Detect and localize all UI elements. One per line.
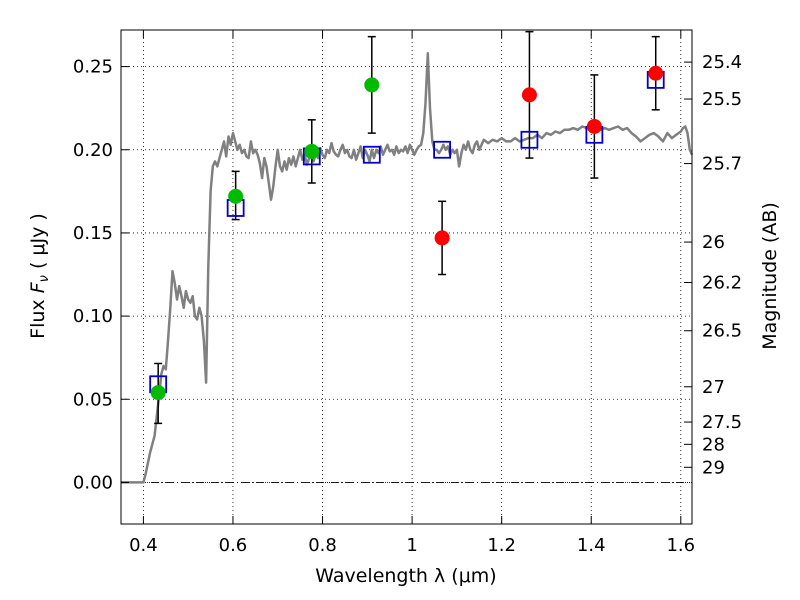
- right-tick-label: 25.7: [702, 154, 742, 175]
- plot-frame: [120, 29, 693, 525]
- x-tick-label: 0.6: [219, 535, 248, 556]
- observed-flux-point: [304, 143, 320, 159]
- observed-flux-point: [364, 77, 380, 93]
- model-spectrum-line: [121, 52, 694, 484]
- right-tick-label: 29: [702, 457, 725, 478]
- axis-ticks: [121, 30, 692, 524]
- x-axis-title: Wavelength λ (μm): [315, 565, 496, 587]
- x-tick-labels: 0.4 0.6 0.8 1 1.2 1.4 1.6: [129, 535, 695, 556]
- observed-flux-point: [521, 87, 537, 103]
- x-tick-label: 1: [406, 535, 417, 556]
- synthetic-flux-square: [362, 145, 381, 164]
- y-tick-label: 0.25: [73, 57, 113, 78]
- observed-flux-point: [434, 230, 450, 246]
- right-tick-label: 27: [702, 377, 725, 398]
- right-tick-label: 25.4: [702, 52, 742, 73]
- x-tick-label: 0.8: [308, 535, 337, 556]
- y-tick-label: 0.05: [73, 389, 113, 410]
- y-tick-label: 0.20: [73, 140, 113, 161]
- observed-flux-point: [586, 118, 602, 134]
- y-tick-label: 0.15: [73, 223, 113, 244]
- observed-flux-point: [150, 385, 166, 401]
- right-tick-label: 27.5: [702, 412, 742, 433]
- y-axis-title: Flux Fν ( μJy ): [27, 213, 52, 339]
- y-tick-label: 0.10: [73, 306, 113, 327]
- synthetic-flux-square: [520, 130, 539, 149]
- x-tick-label: 1.2: [487, 535, 516, 556]
- right-tick-label: 26.5: [702, 321, 742, 342]
- synthetic-flux-square: [433, 140, 452, 159]
- right-tick-label: 25.5: [702, 89, 742, 110]
- x-tick-label: 1.6: [666, 535, 695, 556]
- x-tick-label: 0.4: [129, 535, 158, 556]
- x-tick-label: 1.4: [577, 535, 606, 556]
- data-markers: [149, 65, 665, 401]
- right-tick-label: 26: [702, 232, 725, 253]
- observed-flux-point: [228, 188, 244, 204]
- y-tick-labels: 0.00 0.05 0.10 0.15 0.20 0.25: [73, 57, 113, 494]
- right-tick-label: 28: [702, 434, 725, 455]
- right-tick-label: 26.2: [702, 272, 742, 293]
- observed-flux-point: [648, 65, 664, 81]
- right-axis-title: Magnitude (AB): [759, 202, 781, 350]
- y-tick-label: 0.00: [73, 472, 113, 493]
